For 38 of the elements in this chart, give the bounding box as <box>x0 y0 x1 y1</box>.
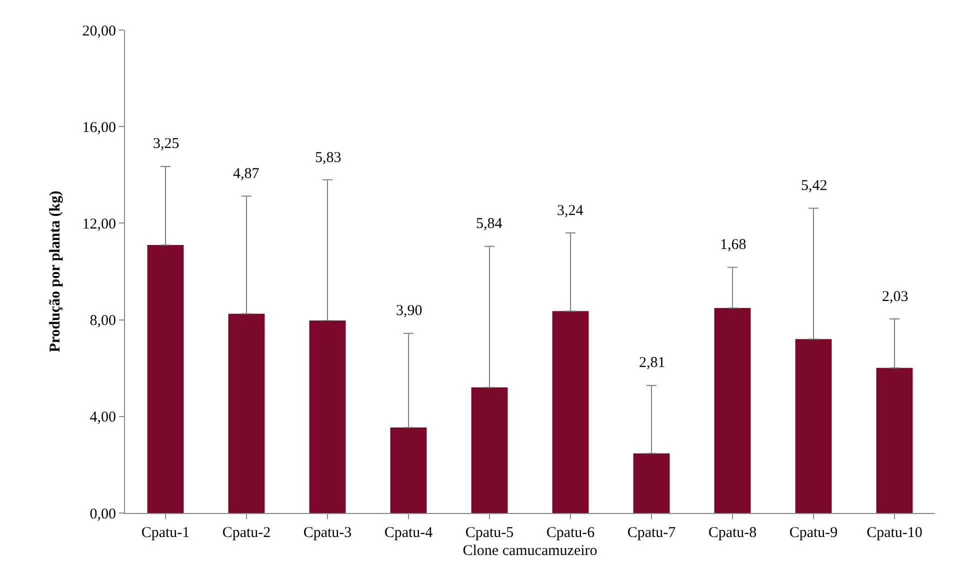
bar <box>309 320 346 513</box>
x-tick-label: Cpatu-6 <box>546 525 596 541</box>
annotation: 5,42 <box>801 178 828 194</box>
x-tick-label: Cpatu-8 <box>708 525 757 541</box>
annotation: 3,24 <box>557 203 584 219</box>
annotation: 5,84 <box>476 216 503 232</box>
bar <box>633 453 670 513</box>
x-tick-label: Cpatu-9 <box>789 525 838 541</box>
y-tick-label: 4,00 <box>90 410 116 426</box>
y-tick-label: 16,00 <box>82 120 116 136</box>
y-axis-title: Produção por planta (kg) <box>48 190 64 352</box>
x-tick-label: Cpatu-5 <box>465 525 514 541</box>
x-tick-label: Cpatu-4 <box>384 525 434 541</box>
y-tick-label: 8,00 <box>90 313 116 330</box>
annotation: 5,83 <box>315 150 342 166</box>
x-tick-label: Cpatu-7 <box>627 525 676 541</box>
x-tick-label: Cpatu-3 <box>303 525 352 541</box>
bar <box>795 339 832 513</box>
bar <box>552 311 589 513</box>
bar <box>714 308 751 513</box>
bar <box>876 368 913 513</box>
y-tick-label: 20,00 <box>82 23 116 40</box>
bar <box>390 428 427 513</box>
annotation: 2,81 <box>639 355 666 371</box>
x-tick-label: Cpatu-2 <box>222 525 271 541</box>
bar <box>147 244 184 513</box>
x-tick-label: Cpatu-1 <box>141 525 190 541</box>
y-tick-label: 12,00 <box>82 216 116 232</box>
annotation: 3,25 <box>153 136 180 152</box>
annotation: 2,03 <box>882 289 908 305</box>
annotation: 4,87 <box>233 166 260 182</box>
x-tick-label: Cpatu-10 <box>866 525 922 541</box>
annotation: 3,90 <box>396 303 422 319</box>
bar <box>228 314 265 513</box>
annotation: 1,68 <box>720 237 746 253</box>
bar <box>471 387 508 513</box>
x-axis-title: Clone camucamuzeiro <box>462 543 598 559</box>
y-tick-label: 0,00 <box>90 506 116 522</box>
